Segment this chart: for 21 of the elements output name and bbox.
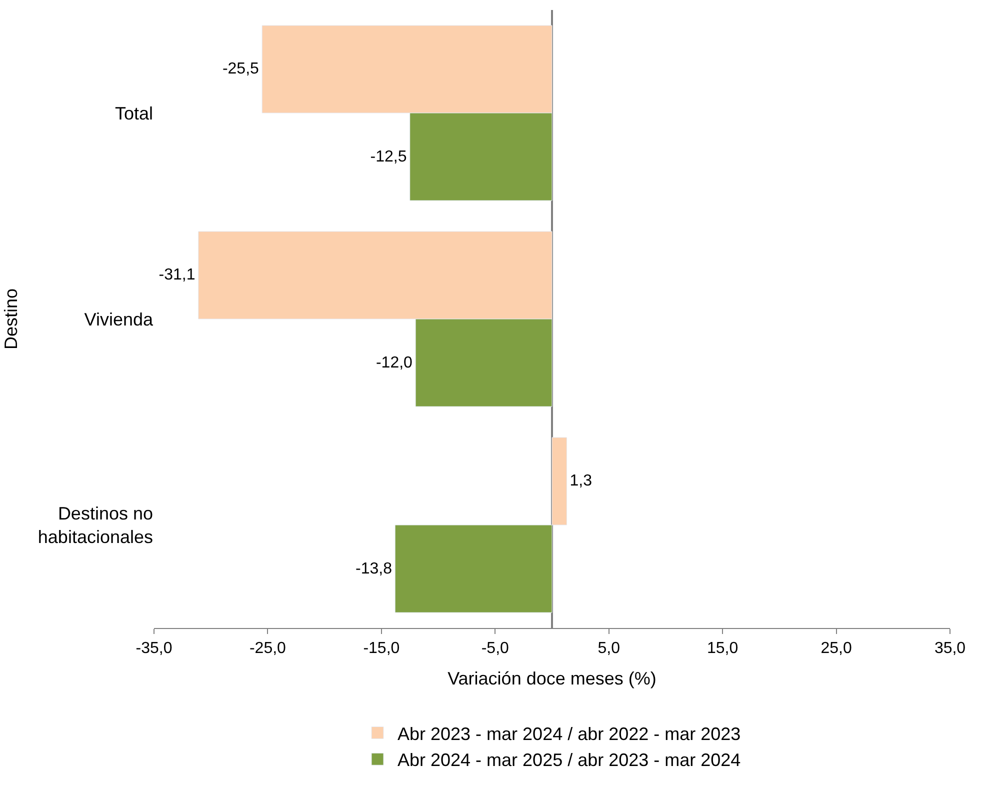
- legend-label: Abr 2023 - mar 2024 / abr 2022 - mar 2023: [398, 724, 741, 744]
- x-tick-label: -35,0: [136, 640, 172, 658]
- x-tick-label: -25,0: [249, 640, 286, 658]
- x-tick-label: 25,0: [820, 640, 852, 658]
- data-label: -12,0: [376, 354, 413, 372]
- data-label: 1,3: [570, 472, 592, 490]
- data-label: -13,8: [356, 560, 392, 578]
- x-tick-label: -5,0: [481, 640, 510, 658]
- y-tick-label: Vivienda: [84, 309, 154, 330]
- data-label: -25,5: [222, 60, 260, 78]
- y-axis-title: Destino: [1, 288, 22, 350]
- y-tick-label: Destinos no habitacionales: [38, 504, 153, 547]
- x-tick-label: 15,0: [707, 640, 738, 658]
- data-label: -12,5: [370, 148, 407, 166]
- legend-label: Abr 2024 - mar 2025 / abr 2023 - mar 2024: [398, 750, 741, 770]
- y-tick-label: Total: [114, 103, 153, 124]
- x-tick-label: 35,0: [934, 640, 966, 658]
- x-axis-title: Variación doce meses (%): [448, 668, 656, 688]
- data-label: -31,1: [158, 266, 196, 284]
- x-tick-label: -15,0: [363, 640, 400, 658]
- x-tick-label: 5,0: [598, 640, 620, 658]
